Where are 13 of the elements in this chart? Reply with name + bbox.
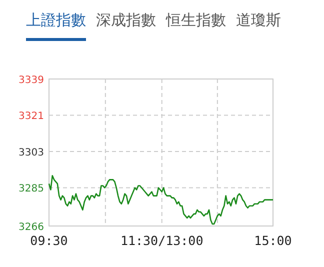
text: 深成指數 [96,11,156,29]
y-tick-label: 3285 [18,184,44,195]
x-tick-label: 11:30/13:00 [120,233,204,248]
y-tick-label: 3321 [18,111,44,122]
y-tick-label: 3339 [18,75,44,86]
x-tick-label: 09:30 [30,233,68,248]
x-tick-label: 15:00 [254,233,292,248]
text: 恒生指數 [165,11,226,29]
y-tick-label: 3266 [18,222,44,233]
chart-title: 上證指數 [26,11,86,29]
text: 道瓊斯 [236,11,281,29]
y-tick-label: 3303 [18,147,44,158]
line-series [48,175,274,225]
